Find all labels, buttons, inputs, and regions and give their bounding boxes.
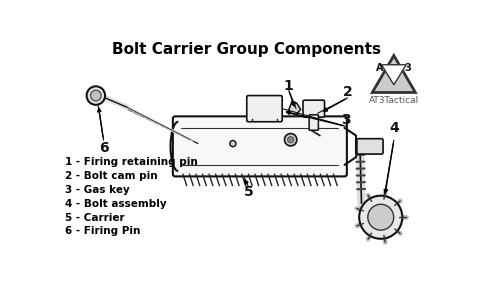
Text: 4: 4 xyxy=(389,121,399,135)
Text: A: A xyxy=(376,63,384,73)
Circle shape xyxy=(359,196,402,239)
Circle shape xyxy=(368,204,394,230)
Polygon shape xyxy=(288,101,300,115)
Text: 1: 1 xyxy=(284,79,293,93)
Polygon shape xyxy=(382,65,406,85)
Text: 5: 5 xyxy=(243,185,253,199)
Text: 1 - Firing retaining pin: 1 - Firing retaining pin xyxy=(65,157,198,167)
Text: 6 - Firing Pin: 6 - Firing Pin xyxy=(65,226,141,237)
Text: 2: 2 xyxy=(343,85,352,100)
Circle shape xyxy=(288,137,294,143)
FancyBboxPatch shape xyxy=(309,115,318,130)
Text: 3 - Gas key: 3 - Gas key xyxy=(65,185,130,195)
Text: 3: 3 xyxy=(341,113,351,127)
Text: AT3Tactical: AT3Tactical xyxy=(369,96,419,104)
Text: 6: 6 xyxy=(99,141,108,155)
FancyBboxPatch shape xyxy=(247,96,282,122)
Text: 5 - Carrier: 5 - Carrier xyxy=(65,213,125,223)
Circle shape xyxy=(285,134,297,146)
Circle shape xyxy=(86,86,105,105)
Circle shape xyxy=(90,90,101,101)
Text: Bolt Carrier Group Components: Bolt Carrier Group Components xyxy=(111,42,381,57)
FancyBboxPatch shape xyxy=(173,116,347,176)
Text: 2 - Bolt cam pin: 2 - Bolt cam pin xyxy=(65,171,157,181)
FancyBboxPatch shape xyxy=(303,100,324,117)
Text: 3: 3 xyxy=(404,63,411,73)
Text: 4 - Bolt assembly: 4 - Bolt assembly xyxy=(65,199,167,209)
Polygon shape xyxy=(372,55,415,93)
FancyBboxPatch shape xyxy=(357,139,383,154)
Circle shape xyxy=(230,141,236,147)
